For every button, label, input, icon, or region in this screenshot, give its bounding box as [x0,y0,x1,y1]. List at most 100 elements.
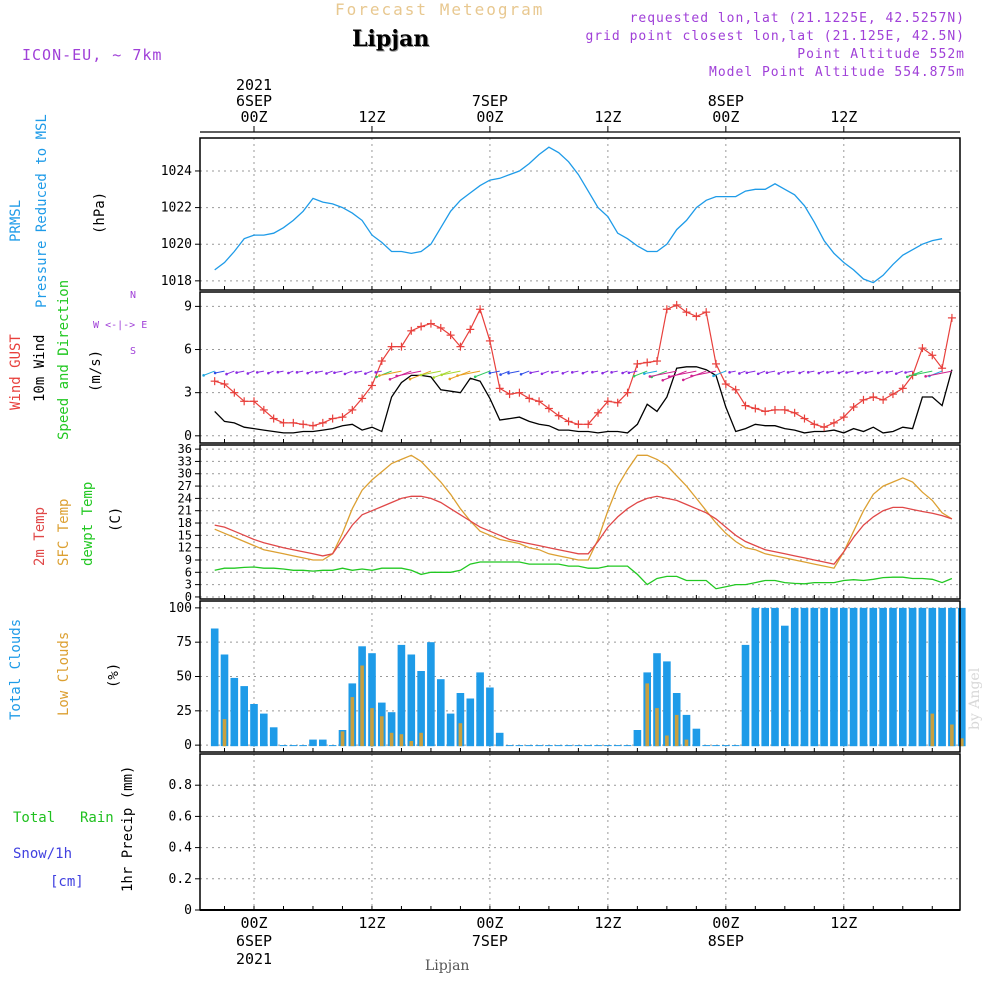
wind-arrow-head [550,371,554,374]
y-tick-label: 0.4 [169,841,193,856]
wind-arrow-head [276,370,280,374]
wind-arrow-head [667,375,671,378]
wind-arrow-head [456,374,459,377]
gust-marker [544,404,553,413]
wind-arrow-head [798,371,801,375]
low-clouds-bar [960,738,964,747]
y-tick-label: 15 [178,528,192,542]
wind-arrow-head [408,377,412,381]
low-clouds-bar [458,723,463,747]
total-clouds-bar [456,693,465,747]
total-clouds-bar [505,745,514,747]
wind-arrow-head [375,375,378,379]
gust-marker [397,342,406,351]
gust-marker [495,384,504,393]
bottom-time-label: 12Z [594,914,621,932]
wind-arrow-head [432,376,436,379]
model-point-altitude: Model Point Altitude 554.875m [709,65,965,80]
model-label: ICON-EU, ~ 7km [22,46,163,64]
gust-marker [721,380,730,389]
wind-arrow-head [235,371,238,374]
wind-arrow-head [388,377,392,381]
wind-direction-arrow [644,370,658,375]
total-clouds-bar [918,607,927,747]
wind-arrow-head [601,371,604,375]
wind-arrow-head [570,371,574,374]
gust-marker [849,403,858,412]
compass-rose: W <-|-> E [93,320,147,331]
wind-arrow-head [246,372,250,375]
wind-arrow-head [354,371,357,374]
bottom-time-label: 00Z [476,914,503,932]
wind-arrow-head [419,373,423,377]
y-tick-label: 0 [185,590,192,604]
y-tick-label: 12 [178,541,192,555]
wind-arrow-head [728,371,731,374]
wind-direction-arrow [925,370,953,377]
gust-marker [623,388,632,397]
wind-arrow-head [864,371,868,374]
gust-marker [820,423,829,432]
wind-arrow-head [287,371,290,375]
wind-arrow-head [643,372,646,375]
total-clouds-bar [820,607,828,747]
y-tick-label: 6 [185,565,192,579]
wind-direction-arrow [500,370,510,376]
wind-arrow-head [364,372,367,375]
wind-direction-arrow [746,370,756,374]
total-clouds-bar [535,745,543,747]
bottom-time-label: 7SEP [472,932,508,950]
gust-marker [594,408,603,417]
total-clouds-bar [722,745,730,747]
total-clouds-bar [840,607,848,747]
wind-direction-arrow [379,370,402,377]
wind-arrow-head [610,371,613,374]
gust-marker [800,414,809,423]
compass-arrow: <-|-> [105,320,136,331]
gust-marker [525,394,534,403]
wind-direction-arrow [457,370,481,377]
y-tick-label: 1024 [161,164,192,179]
total-clouds-bar [397,644,406,747]
precip-snow-label: Snow/1h [13,846,73,862]
wind-arrow-head [267,371,270,375]
wind-direction-arrow [649,370,677,377]
gust-marker [377,357,386,366]
low-clouds-bar [370,708,374,747]
wind-arrow-head [876,371,880,375]
total-clouds-bar [741,644,750,747]
wind-arrow-head [786,371,790,374]
total-clouds-bar [486,687,494,747]
wind-arrow-head [756,372,760,376]
dewpoint-line [214,561,953,590]
total-clouds-bar [446,713,455,747]
total-clouds-bar [515,745,524,747]
total-clouds-bar [633,730,642,747]
gust-marker [888,390,897,399]
temp-2m-line [214,495,953,565]
y-tick-label: 0 [184,903,192,918]
gust-marker [535,397,544,406]
total-clouds-bar [309,739,317,747]
y-tick-label: 3 [184,386,192,401]
total-clouds-bar [230,677,239,747]
low-clouds-bar [222,719,227,747]
wind-arrow-head [295,371,299,374]
low-clouds-bar [399,734,404,747]
wind-arrow-head [440,373,443,377]
gust-marker [554,411,563,420]
gust-marker [692,312,701,321]
wind-arrow-head [561,372,565,375]
total-clouds-bar [889,607,897,747]
wind-direction-arrow [508,370,520,374]
prmsl-line [214,146,943,284]
y-tick-label: 0.6 [169,809,192,824]
y-tick-label: 1018 [161,274,192,289]
wind-arrow-head [540,372,544,376]
gust-marker [436,323,445,332]
gust-marker [466,325,475,334]
gust-marker [358,394,367,403]
y-tick-label: 6 [184,343,192,358]
wind-direction-arrow [396,370,422,377]
y-tick-label: 50 [176,670,192,685]
